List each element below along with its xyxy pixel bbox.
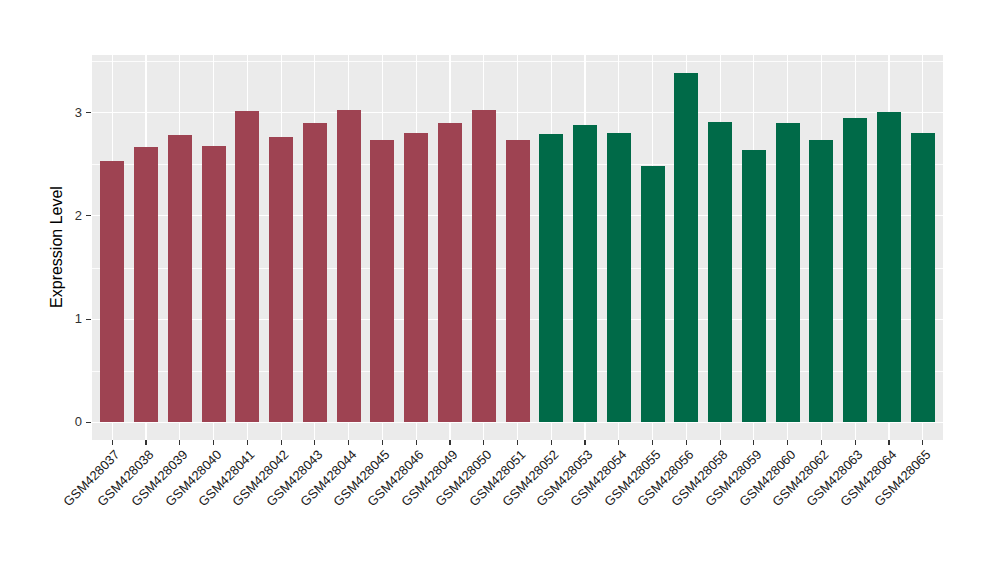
x-tick-mark: [855, 440, 856, 445]
bar-GSM428046: [404, 133, 428, 422]
bar-GSM428041: [235, 111, 259, 423]
bar-GSM428059: [742, 150, 766, 422]
plot-panel: [92, 55, 943, 440]
y-tick-label: 0: [52, 414, 82, 430]
x-tick-mark: [584, 440, 585, 445]
bar-GSM428051: [506, 140, 530, 423]
x-tick-mark: [382, 440, 383, 445]
x-tick-mark: [888, 440, 889, 445]
expression-bar-chart: Expression Level GSM428037GSM428038GSM42…: [0, 0, 1000, 580]
y-tick-label: 3: [52, 105, 82, 121]
y-tick-mark: [86, 319, 91, 320]
bar-GSM428043: [303, 123, 327, 422]
x-tick-mark: [314, 440, 315, 445]
gridline-minor: [92, 61, 943, 62]
y-tick-label: 1: [52, 311, 82, 327]
bar-GSM428064: [877, 112, 901, 423]
bar-GSM428060: [776, 123, 800, 422]
bar-GSM428055: [641, 166, 665, 422]
bar-GSM428049: [438, 123, 462, 422]
x-tick-mark: [652, 440, 653, 445]
x-tick-mark: [551, 440, 552, 445]
bar-GSM428037: [100, 161, 124, 422]
x-tick-mark: [483, 440, 484, 445]
x-tick-mark: [179, 440, 180, 445]
bar-GSM428053: [573, 125, 597, 422]
bar-GSM428038: [134, 147, 158, 423]
y-axis-title: Expression Level: [48, 186, 66, 308]
y-tick-mark: [86, 215, 91, 216]
x-tick-mark: [247, 440, 248, 445]
bar-GSM428052: [539, 134, 563, 422]
x-tick-mark: [618, 440, 619, 445]
x-tick-mark: [416, 440, 417, 445]
x-tick-mark: [821, 440, 822, 445]
bar-GSM428039: [168, 135, 192, 422]
bar-GSM428040: [202, 146, 226, 423]
bar-GSM428050: [472, 110, 496, 423]
bar-GSM428054: [607, 133, 631, 422]
x-tick-mark: [281, 440, 282, 445]
bar-GSM428045: [370, 140, 394, 423]
x-tick-mark: [449, 440, 450, 445]
x-tick-mark: [145, 440, 146, 445]
bar-GSM428065: [911, 133, 935, 422]
bar-GSM428056: [674, 73, 698, 422]
bar-GSM428062: [809, 140, 833, 423]
x-tick-mark: [753, 440, 754, 445]
x-tick-mark: [787, 440, 788, 445]
x-tick-mark: [517, 440, 518, 445]
y-tick-mark: [86, 112, 91, 113]
x-tick-mark: [213, 440, 214, 445]
bar-GSM428044: [337, 110, 361, 423]
x-tick-mark: [348, 440, 349, 445]
x-tick-mark: [686, 440, 687, 445]
x-tick-mark: [922, 440, 923, 445]
y-tick-label: 2: [52, 208, 82, 224]
bar-GSM428063: [843, 118, 867, 422]
x-tick-mark: [720, 440, 721, 445]
y-tick-mark: [86, 422, 91, 423]
x-tick-mark: [112, 440, 113, 445]
bar-GSM428042: [269, 137, 293, 422]
bar-GSM428058: [708, 122, 732, 422]
gridline-major: [92, 112, 943, 113]
